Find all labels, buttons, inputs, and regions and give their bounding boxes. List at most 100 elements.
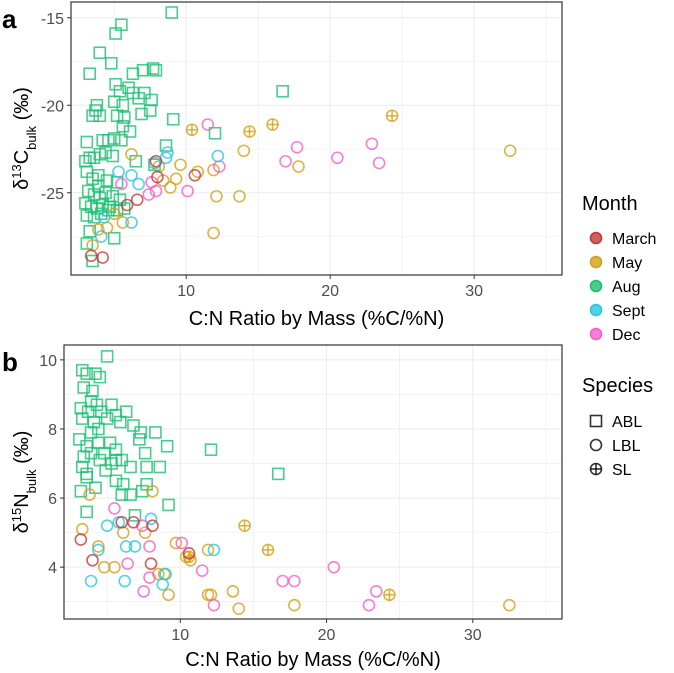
data-point: [149, 426, 162, 439]
data-point: [144, 557, 158, 571]
data-point: [146, 519, 159, 533]
y-axis-title: δ15Nbulk (‰): [9, 431, 39, 534]
legend-item-sl: SL: [589, 462, 632, 479]
legend-species-title: Species: [582, 375, 653, 397]
data-point-circle: [121, 557, 134, 571]
data-point: [99, 146, 112, 159]
data-point-circle: [94, 230, 108, 243]
data-point: [145, 93, 158, 107]
data-point: [100, 350, 114, 363]
data-point: [288, 574, 301, 588]
data-point: [99, 186, 112, 200]
data-point: [124, 460, 137, 474]
data-point: [288, 598, 301, 612]
data-point: [290, 140, 304, 154]
legend-item-lbl: LBL: [589, 438, 641, 455]
data-point: [92, 223, 105, 236]
legend-item-sept: Sept: [589, 303, 645, 320]
data-point: [94, 207, 108, 221]
legend-item-dec: Dec: [589, 327, 640, 344]
y-title-unit: (‰): [11, 87, 33, 126]
data-point: [276, 84, 289, 98]
data-point: [232, 602, 246, 615]
data-point: [114, 415, 127, 429]
y-title-isotope: 15: [9, 508, 24, 522]
data-point: [80, 367, 93, 380]
data-point: [126, 67, 140, 81]
data-point: [92, 422, 105, 436]
series-may-lbl: [75, 484, 516, 615]
legend-month-title: Month: [582, 193, 638, 215]
x-tick-label: 10: [177, 283, 195, 300]
data-point: [135, 107, 148, 121]
data-point: [77, 381, 91, 394]
plot-frame: [63, 344, 563, 620]
data-point-circle: [125, 147, 138, 161]
data-point-circle: [146, 484, 159, 498]
data-point: [117, 111, 131, 124]
data-point-circle: [232, 602, 246, 615]
data-point: [195, 564, 209, 577]
data-point: [92, 540, 105, 553]
data-point-circle: [112, 165, 125, 179]
data-point: [75, 460, 89, 474]
y-title-element: C: [11, 150, 33, 164]
data-point-circle: [149, 184, 163, 198]
data-point: [276, 574, 289, 588]
data-point: [201, 118, 215, 131]
data-point: [89, 367, 102, 380]
data-point: [327, 560, 341, 574]
data-point: [75, 522, 89, 536]
data-point-circle: [125, 216, 138, 229]
legend-key-sept: [589, 303, 603, 317]
data-point-circle: [292, 160, 305, 173]
data-point-circle: [207, 543, 221, 557]
data-point: [127, 515, 140, 529]
data-point: [138, 526, 152, 539]
data-point-circle: [156, 578, 170, 591]
data-point: [365, 137, 379, 151]
series-aug-abl: [73, 350, 285, 522]
data-point-circle: [97, 210, 111, 224]
data-point: [127, 419, 140, 432]
data-point: [271, 467, 285, 481]
data-point: [331, 151, 344, 165]
x-tick-label: 30: [464, 627, 482, 644]
data-point-circle: [100, 519, 114, 533]
y-title-element: N: [11, 493, 33, 507]
y-tick-label: -25: [41, 186, 64, 203]
data-point: [123, 125, 137, 138]
data-point-circle: [331, 151, 344, 165]
panel-a: 10 20 30 -25 -20 -15 a C:N Ratio by Mass (%C/%N…: [2, 1, 563, 330]
data-point: [188, 168, 202, 182]
data-point: [125, 168, 138, 182]
data-point: [162, 498, 175, 512]
data-point: [108, 502, 121, 515]
data-point-circle: [207, 598, 221, 612]
data-point: [143, 104, 157, 117]
data-point: [164, 181, 177, 194]
panel-b: 10 20 30 4 6 8 10 b C:N Ratio by Mass (%C/%N) δ15…: [2, 344, 563, 671]
data-point: [94, 230, 108, 243]
data-point: [149, 63, 163, 77]
data-point: [181, 184, 194, 198]
data-point: [119, 540, 133, 553]
data-point-circle: [503, 144, 517, 158]
data-point-circle: [92, 223, 105, 236]
data-point-circle: [169, 536, 183, 550]
data-point-circle: [115, 177, 128, 191]
data-point-circle: [195, 564, 209, 577]
data-point-circle: [159, 567, 172, 581]
x-axis-title: C:N Ratio by Mass (%C/%N): [185, 649, 441, 671]
legend-label: Sept: [612, 303, 645, 320]
data-point-circle: [201, 543, 215, 557]
legend-item-abl: ABL: [589, 414, 642, 431]
data-point: [109, 77, 122, 91]
data-point-circle: [161, 146, 174, 159]
data-point-circle: [128, 540, 142, 553]
data-point: [191, 165, 205, 179]
legend-label: SL: [612, 462, 632, 479]
data-point: [87, 210, 101, 224]
data-point-circle: [149, 154, 163, 168]
data-point-circle: [191, 165, 205, 179]
